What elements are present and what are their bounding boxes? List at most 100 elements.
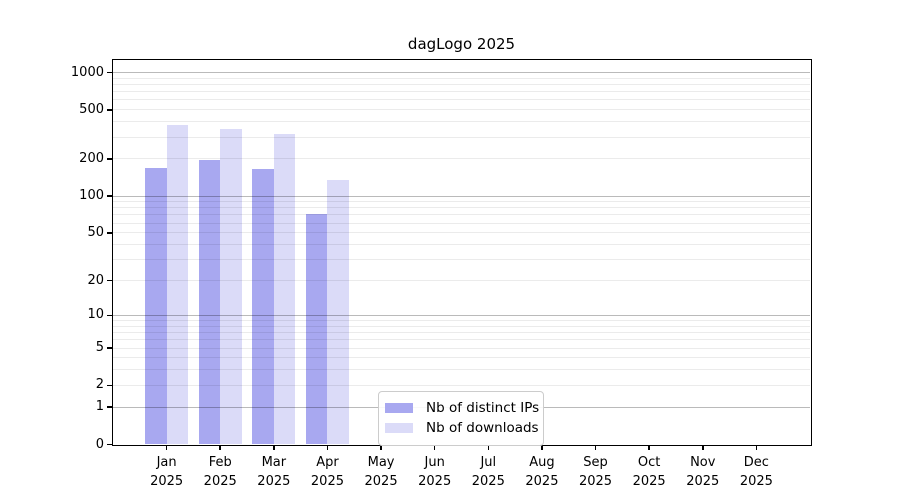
bar-nb-of-downloads-feb: [220, 129, 242, 444]
x-axis-tick-nov: [702, 444, 704, 450]
bar-nb-of-downloads-apr: [327, 180, 349, 444]
x-axis-label-month: May: [367, 454, 395, 470]
gridline-minor-20: [113, 280, 810, 282]
x-axis-label-year: 2025: [525, 473, 559, 489]
gridline-minor-9: [113, 320, 810, 322]
x-axis-label-jun: Jun 2025: [403, 453, 467, 491]
x-axis-label-year: 2025: [739, 473, 773, 489]
gridline-minor-8: [113, 325, 810, 327]
x-axis-label-month: Sep: [583, 454, 608, 470]
y-axis-tick-0: [107, 443, 112, 446]
gridline-minor-5: [113, 347, 810, 349]
x-axis-label-month: Dec: [743, 454, 769, 470]
x-axis-label-year: 2025: [632, 473, 666, 489]
x-axis-label-nov: Nov 2025: [671, 453, 735, 491]
x-axis-label-jul: Jul 2025: [456, 453, 520, 491]
x-axis-label-year: 2025: [150, 473, 184, 489]
legend-item-distinct-ips: Nb of distinct IPs: [385, 398, 539, 418]
y-axis-tick-label-50: 50: [87, 224, 104, 240]
y-axis-tick-label-5: 5: [95, 340, 104, 356]
x-axis-label-mar: Mar 2025: [242, 453, 306, 491]
y-axis-tick-label-100: 100: [79, 188, 104, 203]
y-axis-tick-100: [107, 195, 112, 197]
gridline-minor-7: [113, 332, 810, 334]
x-axis-label-jan: Jan 2025: [135, 453, 199, 491]
gridline-major-1000: [113, 72, 810, 73]
gridline-minor-80: [113, 207, 810, 209]
x-axis-tick-oct: [648, 444, 650, 450]
y-axis-tick-500: [107, 109, 112, 111]
bar-nb-of-distinct-ips-feb: [198, 160, 221, 444]
x-axis-label-month: Jul: [480, 454, 497, 470]
x-axis-label-month: Apr: [316, 454, 339, 470]
x-axis-tick-jan: [165, 444, 168, 450]
x-axis-label-year: 2025: [257, 473, 291, 489]
x-axis-label-month: Oct: [637, 454, 661, 470]
y-axis-tick-5: [107, 347, 112, 349]
gridline-minor-6: [113, 339, 810, 341]
x-axis-tick-feb: [219, 444, 221, 450]
x-axis-tick-jul: [487, 444, 490, 450]
y-axis-tick-label-500: 500: [79, 101, 104, 117]
bar-nb-of-distinct-ips-mar: [252, 169, 274, 444]
x-axis-label-dec: Dec 2025: [724, 453, 788, 491]
x-axis-label-oct: Oct 2025: [617, 453, 681, 491]
x-axis-tick-jun: [433, 444, 436, 450]
legend-label-distinct-ips: Nb of distinct IPs: [426, 400, 540, 416]
x-axis-label-year: 2025: [471, 473, 505, 489]
gridline-minor-2: [113, 384, 810, 386]
legend-swatch-distinct-ips: [385, 403, 413, 413]
x-axis-label-year: 2025: [578, 473, 613, 489]
gridline-minor-600: [113, 99, 810, 101]
gridline-minor-300: [113, 136, 810, 138]
bar-nb-of-downloads-jan: [166, 124, 189, 444]
legend-item-downloads: Nb of downloads: [385, 418, 539, 438]
x-axis-label-month: Jan: [156, 454, 177, 470]
gridline-minor-60: [113, 222, 810, 224]
x-axis-tick-sep: [594, 444, 597, 450]
y-axis-tick-label-20: 20: [87, 272, 104, 288]
bar-nb-of-distinct-ips-apr: [306, 214, 328, 444]
x-axis-tick-aug: [541, 444, 543, 450]
gridline-minor-4: [113, 357, 810, 359]
gridline-minor-500: [113, 109, 810, 111]
plot-area: [111, 58, 812, 446]
gridline-minor-90: [113, 201, 810, 203]
x-axis-tick-dec: [755, 444, 758, 450]
y-axis-tick-label-2: 2: [95, 377, 104, 393]
gridline-minor-200: [113, 158, 810, 160]
x-axis-label-month: Aug: [529, 454, 555, 470]
x-axis-label-may: May 2025: [349, 453, 413, 491]
x-axis-label-year: 2025: [364, 473, 398, 489]
x-axis-label-feb: Feb 2025: [188, 453, 252, 491]
x-axis-label-sep: Sep 2025: [564, 453, 628, 491]
gridline-minor-3: [113, 369, 810, 371]
y-axis-tick-label-1: 1: [95, 399, 104, 415]
gridline-minor-800: [113, 84, 810, 85]
gridline-major-100: [113, 195, 810, 197]
y-axis-tick-10: [107, 314, 112, 317]
x-axis-tick-may: [380, 444, 382, 450]
gridline-minor-900: [113, 77, 810, 79]
gridline-minor-70: [113, 214, 810, 216]
x-axis-label-year: 2025: [418, 473, 452, 489]
x-axis-tick-apr: [326, 444, 329, 450]
x-axis-label-aug: Aug 2025: [510, 453, 574, 491]
bar-nb-of-downloads-mar: [273, 134, 296, 444]
x-axis-label-year: 2025: [203, 473, 237, 489]
y-axis-tick-20: [107, 279, 112, 282]
x-axis-label-apr: Apr 2025: [295, 453, 359, 491]
bar-nb-of-distinct-ips-jan: [145, 168, 167, 444]
legend: Nb of distinct IPs Nb of downloads: [378, 391, 544, 446]
y-axis-tick-1: [107, 406, 112, 408]
x-axis-label-year: 2025: [686, 473, 720, 489]
y-axis-tick-label-200: 200: [79, 150, 104, 166]
y-axis-tick-50: [107, 232, 112, 234]
y-axis-tick-1000: [107, 71, 112, 74]
y-axis-tick-2: [107, 384, 112, 387]
x-axis-label-month: Nov: [690, 454, 716, 470]
x-axis-label-year: 2025: [310, 473, 344, 489]
legend-swatch-downloads: [385, 423, 413, 433]
chart-title: dagLogo 2025: [407, 35, 516, 53]
